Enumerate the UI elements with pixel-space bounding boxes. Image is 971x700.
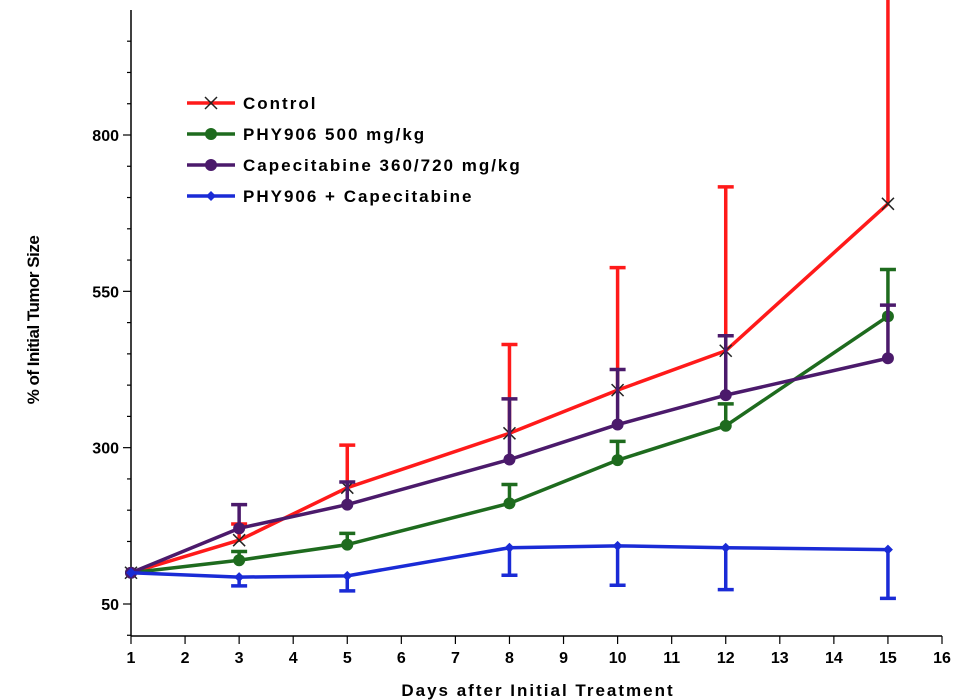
data-point [503, 497, 516, 510]
x-tick-label: 16 [933, 650, 951, 667]
x-tick-label: 4 [289, 650, 298, 667]
x-tick-label: 9 [559, 650, 568, 667]
data-point [720, 542, 731, 553]
data-point [881, 197, 895, 211]
legend-label: Control [243, 94, 317, 113]
x-tick-label: 13 [771, 650, 789, 667]
data-point [126, 567, 136, 578]
legend-item: PHY906 + Capecitabine [187, 187, 474, 206]
series [125, 303, 896, 579]
y-tick-label: 550 [92, 284, 119, 301]
data-point [503, 453, 516, 466]
y-axis-title: % of Initial Tumor Size [24, 236, 43, 405]
legend-item: PHY906 500 mg/kg [187, 125, 426, 144]
data-point [611, 454, 624, 467]
x-tick-label: 2 [181, 650, 190, 667]
data-point [719, 419, 732, 432]
x-axis-title: Days after Initial Treatment [401, 681, 674, 700]
data-point [205, 128, 217, 140]
y-tick-label: 300 [92, 441, 119, 458]
data-point [719, 389, 732, 402]
x-tick-label: 8 [505, 650, 514, 667]
data-point [504, 542, 515, 553]
x-tick-label: 1 [127, 650, 136, 667]
series-layer [124, 0, 896, 601]
x-tick-label: 7 [451, 650, 460, 667]
x-tick-label: 12 [717, 650, 735, 667]
data-point [882, 544, 893, 555]
data-point [205, 159, 217, 171]
data-point [206, 191, 216, 201]
data-point [341, 538, 354, 551]
x-tick-label: 10 [609, 650, 627, 667]
x-tick-label: 5 [343, 650, 352, 667]
data-point [342, 570, 353, 581]
data-point [234, 572, 245, 583]
series [126, 540, 896, 601]
data-point [341, 498, 354, 511]
data-point [232, 533, 246, 547]
legend-item: Capecitabine 360/720 mg/kg [187, 156, 522, 175]
x-tick-label: 11 [663, 650, 680, 667]
x-tick-label: 15 [879, 650, 897, 667]
legend-label: PHY906 500 mg/kg [243, 125, 426, 144]
data-point [233, 522, 246, 535]
y-tick-label: 800 [92, 128, 119, 145]
y-tick-label: 50 [101, 597, 119, 614]
legend-item: Control [187, 94, 317, 113]
x-tick-label: 6 [397, 650, 406, 667]
data-point [881, 352, 894, 365]
legend-label: PHY906 + Capecitabine [243, 187, 474, 206]
legend: Control PHY906 500 mg/kg Capecitabine 360/… [187, 94, 522, 206]
data-point [233, 554, 246, 567]
data-point [612, 540, 623, 551]
legend-label: Capecitabine 360/720 mg/kg [243, 156, 522, 175]
data-point [204, 96, 218, 110]
data-point [611, 418, 624, 431]
x-tick-label: 3 [235, 650, 244, 667]
x-tick-label: 14 [825, 650, 843, 667]
